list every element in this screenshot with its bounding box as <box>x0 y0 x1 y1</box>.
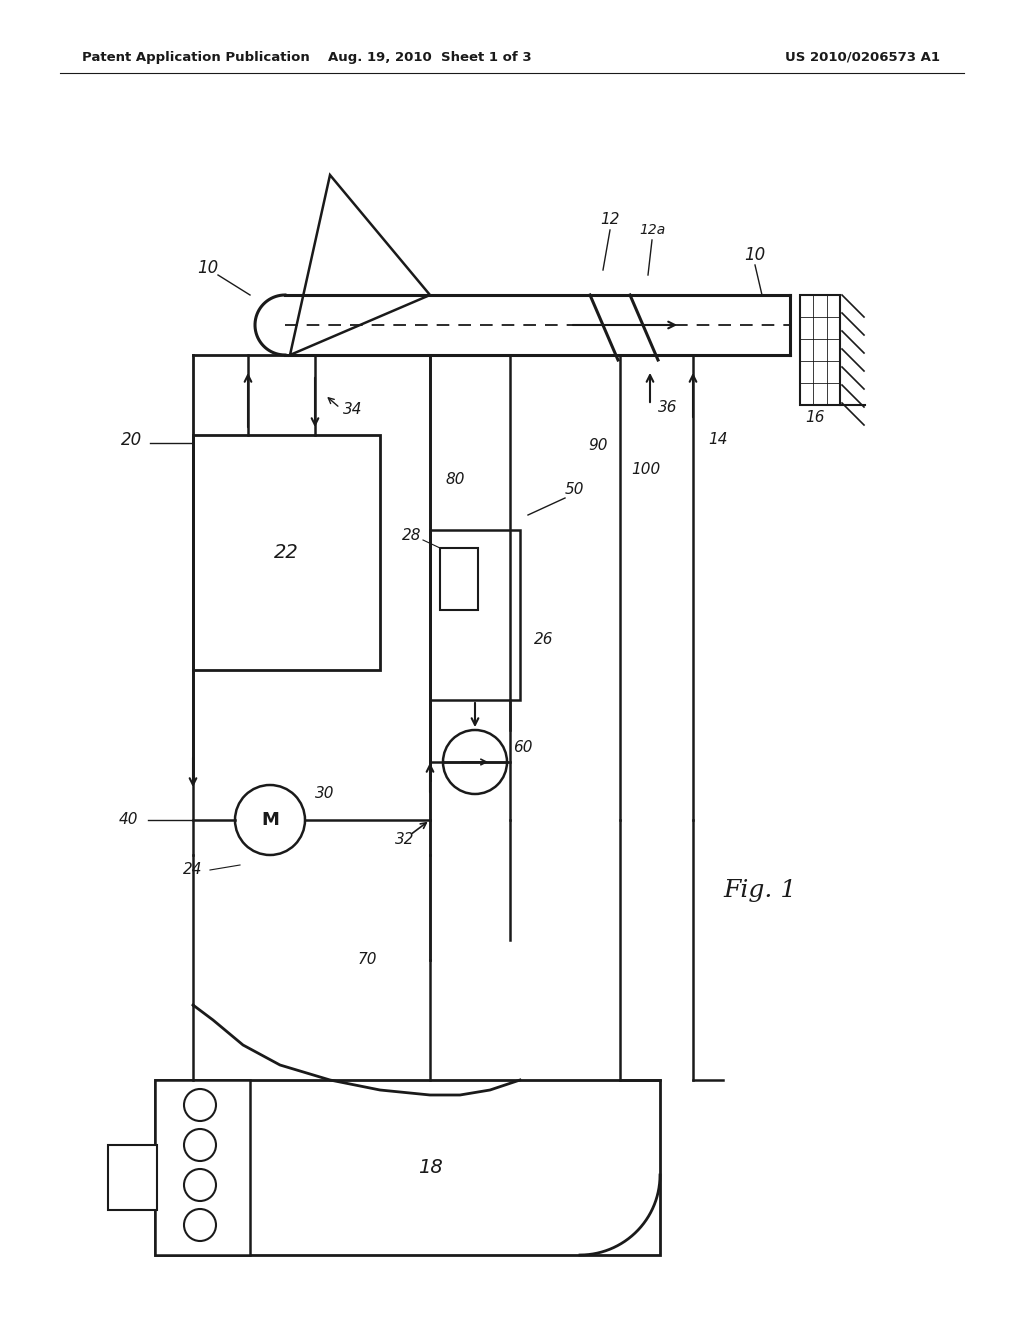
Text: 10: 10 <box>198 259 219 277</box>
Text: 10: 10 <box>744 246 766 264</box>
Text: 24: 24 <box>183 862 203 878</box>
Circle shape <box>201 1137 234 1170</box>
Text: Aug. 19, 2010  Sheet 1 of 3: Aug. 19, 2010 Sheet 1 of 3 <box>328 50 531 63</box>
Bar <box>155 1080 660 1255</box>
Text: Patent Application Publication: Patent Application Publication <box>82 50 309 63</box>
Circle shape <box>184 1089 216 1121</box>
Circle shape <box>184 1170 216 1201</box>
Text: 70: 70 <box>358 953 378 968</box>
Text: 80: 80 <box>445 473 465 487</box>
Text: 20: 20 <box>122 432 142 449</box>
Text: 36: 36 <box>658 400 678 416</box>
Text: 12: 12 <box>600 213 620 227</box>
Circle shape <box>184 1209 216 1241</box>
Circle shape <box>201 1176 234 1210</box>
Bar <box>108 1144 157 1210</box>
Text: 28: 28 <box>401 528 421 543</box>
Text: Fig. 1: Fig. 1 <box>723 879 797 902</box>
Text: 100: 100 <box>631 462 660 478</box>
Bar <box>155 1080 250 1255</box>
Circle shape <box>201 1096 234 1130</box>
Circle shape <box>234 785 305 855</box>
Text: 12a: 12a <box>639 223 666 238</box>
Text: 30: 30 <box>315 785 335 800</box>
Circle shape <box>184 1129 216 1162</box>
Text: 14: 14 <box>708 433 727 447</box>
Text: 32: 32 <box>395 833 415 847</box>
Text: 50: 50 <box>565 483 585 498</box>
Bar <box>430 531 520 700</box>
Text: 16: 16 <box>805 411 824 425</box>
Text: 22: 22 <box>274 543 299 562</box>
Polygon shape <box>290 176 430 355</box>
Text: US 2010/0206573 A1: US 2010/0206573 A1 <box>785 50 940 63</box>
Text: 18: 18 <box>418 1158 442 1177</box>
Text: 90: 90 <box>589 437 608 453</box>
Circle shape <box>201 1216 234 1250</box>
Text: M: M <box>261 810 279 829</box>
Text: 60: 60 <box>513 739 532 755</box>
Text: 40: 40 <box>118 813 138 828</box>
Bar <box>193 436 380 671</box>
Text: 34: 34 <box>343 403 362 417</box>
Bar <box>440 548 478 610</box>
Bar <box>800 294 840 405</box>
Circle shape <box>443 730 507 795</box>
Text: 26: 26 <box>534 632 554 648</box>
